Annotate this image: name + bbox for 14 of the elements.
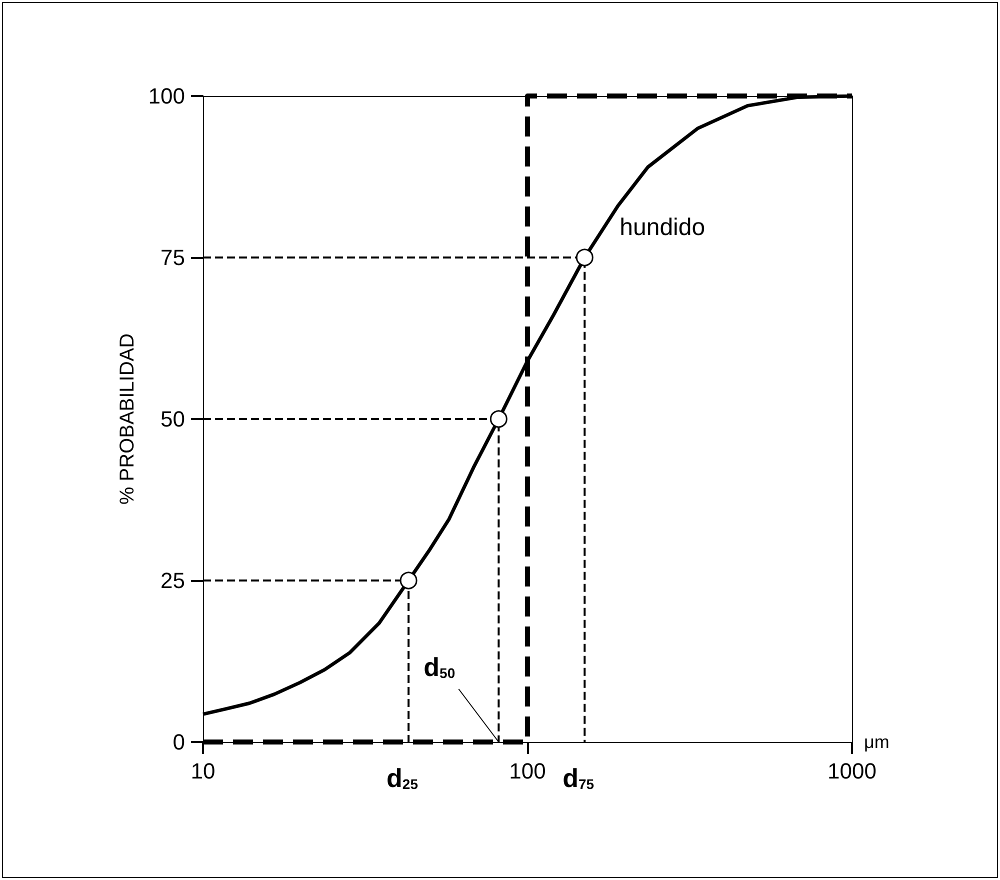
- x-tick-label: 1000: [828, 758, 876, 784]
- series-label: hundido: [620, 214, 706, 241]
- y-tick-label: 100: [148, 84, 185, 108]
- annotation: d25: [386, 763, 418, 793]
- y-tick-label: 0: [172, 730, 185, 754]
- y-axis-title: % PROBABILIDAD: [116, 333, 138, 505]
- x-tick-label: 10: [190, 758, 216, 784]
- x-axis-title: μm: [864, 732, 890, 752]
- y-tick-label: 25: [160, 568, 185, 593]
- y-tick-label: 50: [160, 406, 185, 432]
- x-tick-label: 100: [509, 758, 546, 784]
- annotation: d50: [424, 652, 456, 682]
- y-tick-label: 75: [160, 245, 185, 270]
- annotation: d75: [562, 763, 594, 793]
